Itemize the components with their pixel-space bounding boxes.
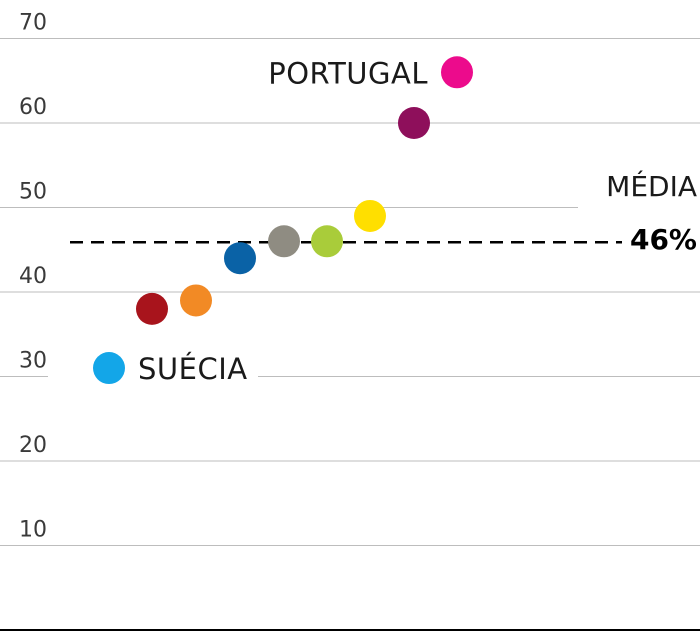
y-tick-label: 30 xyxy=(19,349,47,374)
point-labels: SUÉCIA PORTUGAL xyxy=(138,56,428,386)
data-point xyxy=(180,284,212,317)
data-point xyxy=(354,199,386,232)
y-tick-label: 60 xyxy=(19,95,47,120)
data-point xyxy=(268,225,300,258)
point-label: SUÉCIA xyxy=(138,352,248,386)
y-tick-label: 40 xyxy=(19,264,47,289)
y-tick-labels: 10 20 30 40 50 60 70 xyxy=(19,11,47,543)
data-point xyxy=(93,352,125,385)
grid-layer xyxy=(0,38,700,546)
average-label: MÉDIA xyxy=(606,169,697,203)
point-label: PORTUGAL xyxy=(268,56,428,90)
y-tick-label: 20 xyxy=(19,433,47,458)
average-value-label: 46% xyxy=(630,223,697,256)
y-tick-label: 50 xyxy=(19,180,47,205)
data-point xyxy=(398,107,430,139)
y-tick-label: 10 xyxy=(19,518,47,543)
data-point xyxy=(224,242,256,275)
data-point xyxy=(441,56,473,89)
data-points xyxy=(93,56,473,385)
average-line-group: MÉDIA 46% xyxy=(70,169,697,256)
data-point xyxy=(136,292,168,325)
y-tick-label: 70 xyxy=(19,11,47,36)
data-point xyxy=(311,225,343,258)
